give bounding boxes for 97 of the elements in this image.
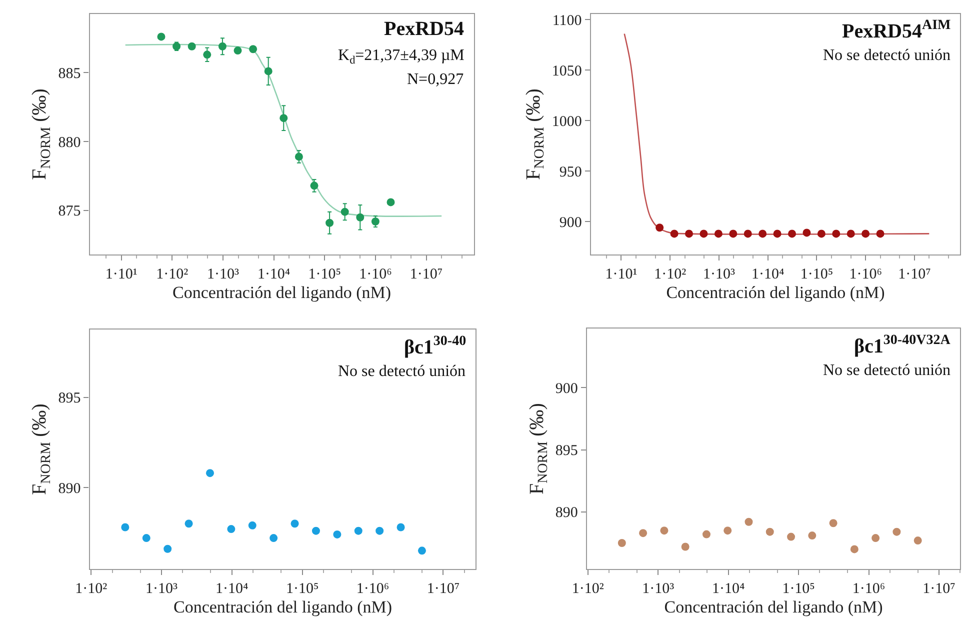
point <box>872 534 880 542</box>
point <box>227 525 236 534</box>
point <box>396 523 405 532</box>
point <box>290 520 299 528</box>
point <box>376 526 384 535</box>
point <box>157 32 166 41</box>
y-tick-label: 880 <box>58 134 81 151</box>
x-axis-title: Concentración del ligando (nM) <box>666 283 885 302</box>
x-tick-label: 1·10⁷ <box>410 266 443 283</box>
point <box>418 546 426 555</box>
point <box>618 539 626 548</box>
y-tick-label: 890 <box>555 505 578 522</box>
point <box>808 532 816 540</box>
point <box>333 530 342 538</box>
point <box>766 528 774 536</box>
point <box>660 526 668 535</box>
x-tick-label: 1·10⁶ <box>359 266 392 283</box>
chart-title: PexRD54$^{AIM}$ <box>842 18 951 42</box>
y-tick-label: 950 <box>559 164 582 180</box>
x-tick-label: 1·10² <box>75 581 108 598</box>
x-tick-label: 1·10¹ <box>605 266 638 283</box>
x-tick-label: 1·10³ <box>206 266 240 283</box>
point <box>310 182 318 190</box>
y-tick-label: 875 <box>58 204 81 220</box>
x-tick-label: 1·10² <box>572 581 604 598</box>
x-tick-label: 1·10⁴ <box>712 581 745 598</box>
x-tick-label: 1·10⁵ <box>782 581 815 598</box>
point <box>184 520 193 528</box>
y-tick-label: 1000 <box>552 114 582 130</box>
y-tick-label: 1100 <box>552 12 582 29</box>
point <box>164 544 172 553</box>
x-tick-label: 1·10³ <box>642 581 675 598</box>
y-tick-label: 885 <box>58 66 81 82</box>
x-tick-label: 1·10⁷ <box>922 581 956 598</box>
y-tick-label: 1050 <box>552 63 582 80</box>
chart-title: βc1$^{30-40}$ <box>404 334 466 358</box>
point <box>326 218 334 227</box>
point <box>142 534 150 542</box>
point <box>744 518 753 526</box>
y-tick-label: 890 <box>58 480 81 497</box>
x-tick-label: 1·10² <box>654 266 687 283</box>
point <box>356 213 364 222</box>
point <box>206 469 214 478</box>
point <box>354 526 362 535</box>
x-tick-label: 1·10⁵ <box>800 266 834 283</box>
point <box>218 42 226 50</box>
point <box>681 542 690 551</box>
point <box>234 46 242 55</box>
x-tick-label: 1·10⁴ <box>751 266 784 283</box>
x-tick-label: 1·10⁴ <box>257 266 290 283</box>
text: No se detectó unión <box>823 47 951 64</box>
point <box>340 208 349 216</box>
annotation: K$_{d}$=21,37±4,39 µM <box>338 47 464 66</box>
point <box>248 521 256 530</box>
x-tick-label: 1·10¹ <box>105 266 138 283</box>
x-tick-label: 1·10⁷ <box>426 581 460 598</box>
point <box>264 67 272 76</box>
point <box>294 152 303 161</box>
point <box>249 45 258 54</box>
x-axis-title: Concentración del ligando (nM) <box>664 598 883 617</box>
annotation: N=0,927 <box>407 71 464 88</box>
point <box>724 526 732 535</box>
x-tick-label: 1·10⁶ <box>356 581 390 598</box>
chart-title: βc1$^{30-40V32A}$ <box>854 333 952 358</box>
x-axis-title: Concentración del ligando (nM) <box>172 283 392 302</box>
point <box>312 526 320 535</box>
x-tick-label: 1·10³ <box>702 266 736 283</box>
x-tick-label: 1·10³ <box>145 581 178 598</box>
chart-title: PexRD54 <box>384 18 464 40</box>
y-tick-label: 895 <box>555 443 578 460</box>
x-tick-label: 1·10⁶ <box>852 581 886 598</box>
point <box>829 519 838 528</box>
x-tick-label: 1·10⁴ <box>216 581 248 598</box>
y-tick-label: 900 <box>559 214 582 231</box>
point <box>914 536 922 545</box>
point <box>386 198 395 206</box>
point <box>371 218 380 226</box>
x-tick-label: 1·10⁷ <box>898 266 931 283</box>
point <box>203 50 212 59</box>
point <box>850 545 858 554</box>
point <box>121 523 130 532</box>
point <box>787 532 796 541</box>
y-tick-label: 900 <box>555 380 578 397</box>
text: No se detectó unión <box>338 363 466 380</box>
point <box>270 534 278 542</box>
x-tick-label: 1·10⁵ <box>308 266 341 283</box>
x-tick-label: 1·10⁵ <box>286 581 319 598</box>
y-tick-label: 895 <box>58 390 81 407</box>
point <box>639 529 648 538</box>
point <box>280 114 288 122</box>
text: No se detectó unión <box>823 362 951 379</box>
x-tick-label: 1·10⁶ <box>849 266 882 283</box>
point <box>702 530 710 538</box>
point <box>188 42 196 50</box>
point <box>892 528 901 536</box>
x-axis-title: Concentración del ligando (nM) <box>173 598 392 617</box>
x-tick-label: 1·10² <box>156 266 189 283</box>
